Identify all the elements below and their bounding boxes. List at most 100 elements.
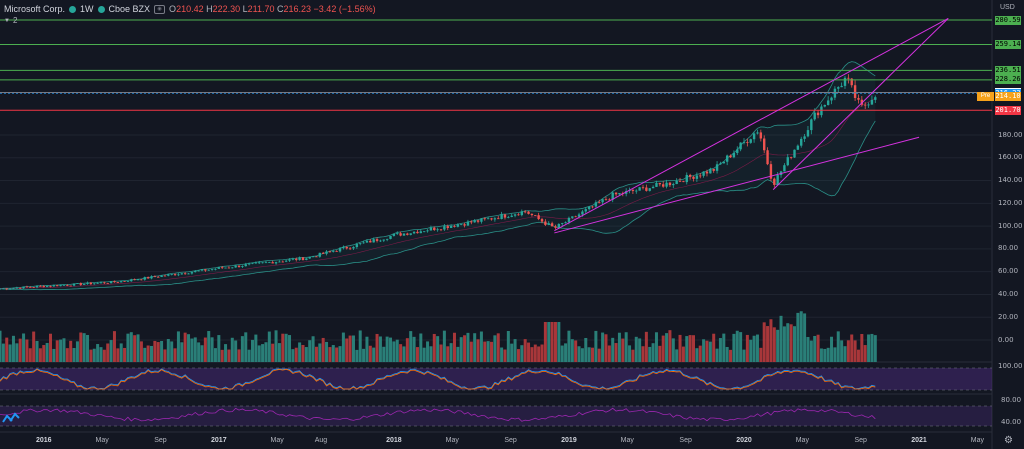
volume-bar <box>176 331 180 362</box>
candle-body <box>446 226 449 228</box>
candle-body <box>396 233 399 235</box>
volume-bar <box>722 333 726 362</box>
candle-body <box>830 97 833 101</box>
volume-bar <box>18 338 22 362</box>
interval-label[interactable]: 1W <box>80 4 94 14</box>
volume-bar <box>331 345 335 362</box>
volume-bar <box>136 334 140 362</box>
tradingview-logo-icon[interactable] <box>2 412 20 424</box>
price-axis-label: 280.59 <box>995 15 1021 25</box>
volume-bar <box>574 340 578 362</box>
volume-bar <box>146 345 150 362</box>
volume-bar <box>809 340 813 362</box>
trendline <box>554 136 920 234</box>
candle-body <box>860 99 864 105</box>
volume-bar <box>89 349 93 362</box>
volume-bar <box>52 348 56 362</box>
volume-bar <box>533 344 537 362</box>
candle-body <box>463 224 466 226</box>
gear-icon[interactable]: ⚙ <box>1004 435 1013 446</box>
volume-bar <box>553 322 557 362</box>
candle-body <box>651 186 655 189</box>
volume-bar <box>1 343 5 362</box>
candle-body <box>561 223 564 224</box>
candle-body <box>567 217 571 223</box>
candle-body <box>251 262 254 264</box>
volume-bar <box>143 347 147 362</box>
candle-body <box>231 267 234 269</box>
candle-body <box>786 157 789 166</box>
volume-bar <box>187 334 191 362</box>
candle-body <box>0 288 2 290</box>
eye-icon[interactable]: ◉ <box>154 4 166 14</box>
volume-bar <box>38 348 42 362</box>
volume-bar <box>119 343 123 362</box>
volume-bar <box>513 339 517 362</box>
candle-body <box>69 285 72 287</box>
candle-body <box>820 106 823 116</box>
candle-body <box>301 257 305 261</box>
volume-bar <box>459 337 463 362</box>
volume-bar <box>833 347 837 362</box>
y-tick-label: 0.00 <box>998 335 1014 344</box>
ohlc-value: 211.70 <box>247 4 278 14</box>
x-axis-label: 2020 <box>736 437 752 444</box>
x-axis-label: 2016 <box>35 437 52 444</box>
candle-body <box>143 277 146 280</box>
volume-bar <box>446 346 450 362</box>
candle-body <box>520 211 524 216</box>
stochastic-d-line <box>0 368 876 390</box>
candle-body <box>527 211 530 214</box>
volume-bar <box>25 339 29 362</box>
volume-bar <box>755 334 759 362</box>
candle-body <box>412 231 416 234</box>
y-tick-label: 20.00 <box>998 312 1019 321</box>
candle-body <box>163 275 167 277</box>
ohlc-value: 216.23 <box>283 4 314 14</box>
candle-body <box>705 171 709 174</box>
candle-body <box>675 180 678 185</box>
volume-bar <box>621 338 625 362</box>
volume-bar <box>607 345 611 362</box>
volume-bar <box>675 349 679 362</box>
rsi-band <box>0 406 992 426</box>
y-tick-label: 80.00 <box>998 244 1019 253</box>
indicator-toggle[interactable]: ▼ 2 <box>4 16 17 25</box>
candle-body <box>800 138 803 146</box>
volume-bar <box>79 332 83 362</box>
volume-bar <box>456 346 460 362</box>
candle-body <box>581 211 584 215</box>
candle-body <box>12 288 15 289</box>
ohlc-values: O210.42 H222.30 L211.70 C216.23 −3.42 (−… <box>169 2 376 16</box>
candle-body <box>352 247 355 249</box>
candle-body <box>210 269 214 270</box>
candle-body <box>598 202 601 204</box>
candle-body <box>618 193 621 195</box>
candle-body <box>614 192 618 195</box>
candle-body <box>507 216 510 218</box>
volume-bar <box>8 344 12 362</box>
candle-body <box>177 274 180 276</box>
candle-body <box>503 214 507 218</box>
candle-body <box>49 285 52 287</box>
candle-body <box>237 265 241 267</box>
candle-body <box>433 227 436 231</box>
candle-body <box>157 276 160 278</box>
exchange-label: Cboe BZX <box>108 4 151 14</box>
volume-bar <box>385 336 389 362</box>
candle-body <box>389 235 392 239</box>
ohlc-value: 210.42 <box>176 4 207 14</box>
candle-body <box>295 258 298 260</box>
candle-body <box>59 285 62 287</box>
candle-body <box>39 285 42 287</box>
candle-body <box>574 216 577 218</box>
candle-body <box>550 223 554 227</box>
candle-body <box>746 142 749 143</box>
volume-bar <box>358 330 362 362</box>
symbol-name[interactable]: Microsoft Corp. <box>4 4 66 14</box>
candle-body <box>564 222 567 224</box>
candle-body <box>823 105 826 107</box>
volume-bar <box>86 334 90 362</box>
candle-body <box>325 251 328 254</box>
